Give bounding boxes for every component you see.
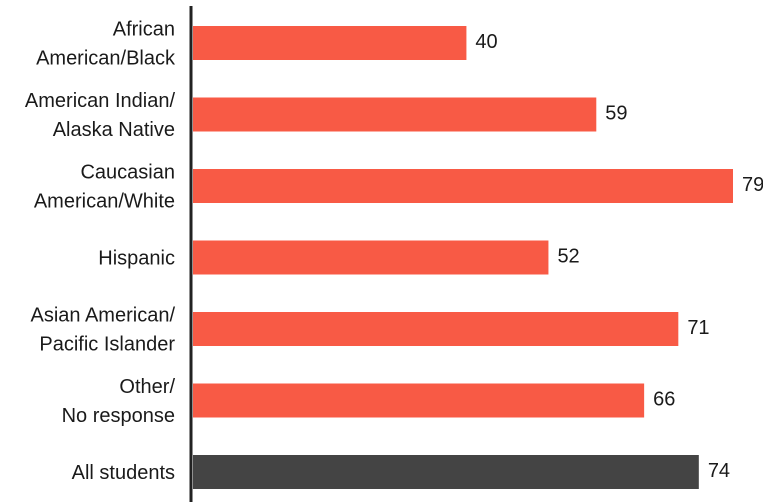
value-label-african-american-black: 40 — [475, 31, 497, 53]
bars-group — [193, 26, 733, 489]
value-labels-group: 40 59 79 52 71 66 74 — [475, 31, 763, 482]
value-label-caucasian-american-white: 79 — [742, 174, 763, 196]
category-label-line: American/White — [34, 191, 175, 213]
category-label-line: Caucasian — [80, 162, 175, 184]
bar-american-indian-alaska-native — [193, 97, 597, 132]
category-label-line: Hispanic — [98, 248, 175, 270]
category-label-line: Asian American/ — [30, 305, 175, 327]
category-label-asian-american-pacific-islander: Asian American/Pacific Islander — [30, 305, 175, 356]
value-label-hispanic: 52 — [557, 246, 579, 268]
category-label-line: African — [113, 19, 175, 41]
category-label-line: American/Black — [36, 48, 176, 70]
bar-hispanic — [193, 240, 549, 275]
value-label-all-students: 74 — [708, 460, 730, 482]
bar-all-students — [193, 455, 699, 489]
bar-asian-american-pacific-islander — [193, 312, 679, 346]
bar-african-american-black — [193, 26, 467, 60]
value-label-other-no-response: 66 — [653, 389, 675, 411]
category-label-all-students: All students — [72, 462, 175, 484]
value-label-american-indian-alaska-native: 59 — [605, 103, 627, 125]
category-label-line: No response — [62, 405, 175, 427]
category-label-line: Pacific Islander — [39, 334, 175, 356]
category-label-line: Alaska Native — [53, 119, 175, 141]
category-label-african-american-black: African American/Black — [36, 19, 176, 70]
category-label-other-no-response: Other/No response — [62, 376, 176, 427]
category-label-line: Other/ — [119, 376, 175, 398]
category-label-caucasian-american-white: Caucasian American/White — [34, 162, 175, 213]
bar-other-no-response — [193, 383, 645, 418]
category-label-hispanic: Hispanic — [98, 248, 175, 270]
value-label-asian-american-pacific-islander: 71 — [687, 317, 709, 339]
category-label-line: All students — [72, 462, 175, 484]
bar-caucasian-american-white — [193, 169, 733, 203]
category-label-american-indian-alaska-native: American Indian/Alaska Native — [25, 90, 176, 141]
category-label-line: American Indian/ — [25, 90, 176, 112]
category-labels-group: African American/Black American Indian/Ala… — [25, 19, 176, 485]
